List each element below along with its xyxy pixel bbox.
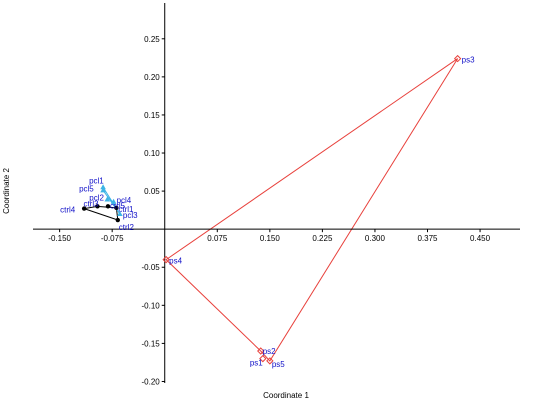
data-point-label: ps2 bbox=[263, 347, 276, 356]
axes-layer: -0.150 -0.075 0.075 0.150 0.225 0.300 0.375 0.4… bbox=[33, 3, 520, 386]
y-tick-label: -0.15 bbox=[142, 339, 161, 348]
x-tick-label: -0.075 bbox=[101, 234, 124, 243]
data-point-label: pcl3 bbox=[123, 211, 138, 220]
y-ticks: 0.25 0.20 0.15 0.10 0.05 -0.05 -0.10 -0.15 -0.20 bbox=[142, 35, 165, 386]
x-tick-label: -0.150 bbox=[48, 234, 71, 243]
points-layer: ctrl1 ctrl2 ctrl3 ctrl4 ctrl5 pcl1 pcl2 pcl3 pcl… bbox=[60, 54, 475, 369]
x-tick-label: 0.225 bbox=[312, 234, 333, 243]
data-point-label: ctrl4 bbox=[60, 206, 76, 215]
x-tick-label: 0.300 bbox=[365, 234, 386, 243]
y-tick-label: -0.10 bbox=[142, 301, 161, 310]
data-point-label: ps1 bbox=[250, 359, 263, 368]
data-point bbox=[95, 204, 100, 209]
y-tick-label: 0.15 bbox=[144, 111, 160, 120]
y-tick-label: 0.05 bbox=[144, 187, 160, 196]
data-point bbox=[266, 357, 274, 365]
data-point bbox=[453, 54, 462, 63]
data-point-label: ctrl1 bbox=[118, 205, 134, 214]
data-point bbox=[100, 187, 106, 193]
data-point-label: ctrl5 bbox=[110, 201, 126, 210]
convex-hull bbox=[165, 58, 459, 362]
data-point bbox=[114, 205, 119, 211]
y-tick-label: -0.05 bbox=[142, 263, 161, 272]
data-point bbox=[81, 206, 87, 211]
x-tick-label: 0.075 bbox=[207, 234, 228, 243]
data-point-label: pcl1 bbox=[89, 176, 104, 185]
data-point bbox=[115, 217, 120, 223]
data-point-label: ctrl2 bbox=[119, 223, 135, 232]
y-tick-label: -0.20 bbox=[142, 377, 161, 386]
x-ticks: -0.150 -0.075 0.075 0.150 0.225 0.300 0.375 0.4… bbox=[48, 229, 491, 243]
x-tick-label: 0.150 bbox=[260, 234, 281, 243]
data-point bbox=[259, 354, 267, 363]
data-point-label: pcl4 bbox=[117, 196, 132, 205]
x-tick-label: 0.375 bbox=[417, 234, 438, 243]
x-tick-label: 0.450 bbox=[470, 234, 491, 243]
data-point-label: ps5 bbox=[272, 360, 285, 369]
data-point-label: ps4 bbox=[169, 257, 182, 266]
data-point-label: pcl5 bbox=[79, 184, 94, 193]
y-tick-label: 0.10 bbox=[144, 149, 160, 158]
hull-layer bbox=[83, 58, 459, 362]
data-point bbox=[117, 210, 123, 216]
data-point bbox=[104, 196, 111, 202]
x-axis-title: Coordinate 1 bbox=[263, 391, 309, 400]
y-tick-label: 0.25 bbox=[144, 35, 160, 44]
y-tick-label: 0.20 bbox=[144, 73, 160, 82]
data-point bbox=[162, 255, 170, 264]
data-point bbox=[105, 204, 111, 209]
data-point bbox=[257, 347, 265, 355]
data-point-label: pcl2 bbox=[89, 193, 104, 202]
data-point bbox=[100, 184, 106, 190]
y-axis-title: Coordinate 2 bbox=[2, 168, 11, 214]
data-point bbox=[110, 198, 117, 204]
data-point-label: ctrl3 bbox=[83, 199, 99, 208]
data-point-label: ps3 bbox=[462, 56, 475, 65]
